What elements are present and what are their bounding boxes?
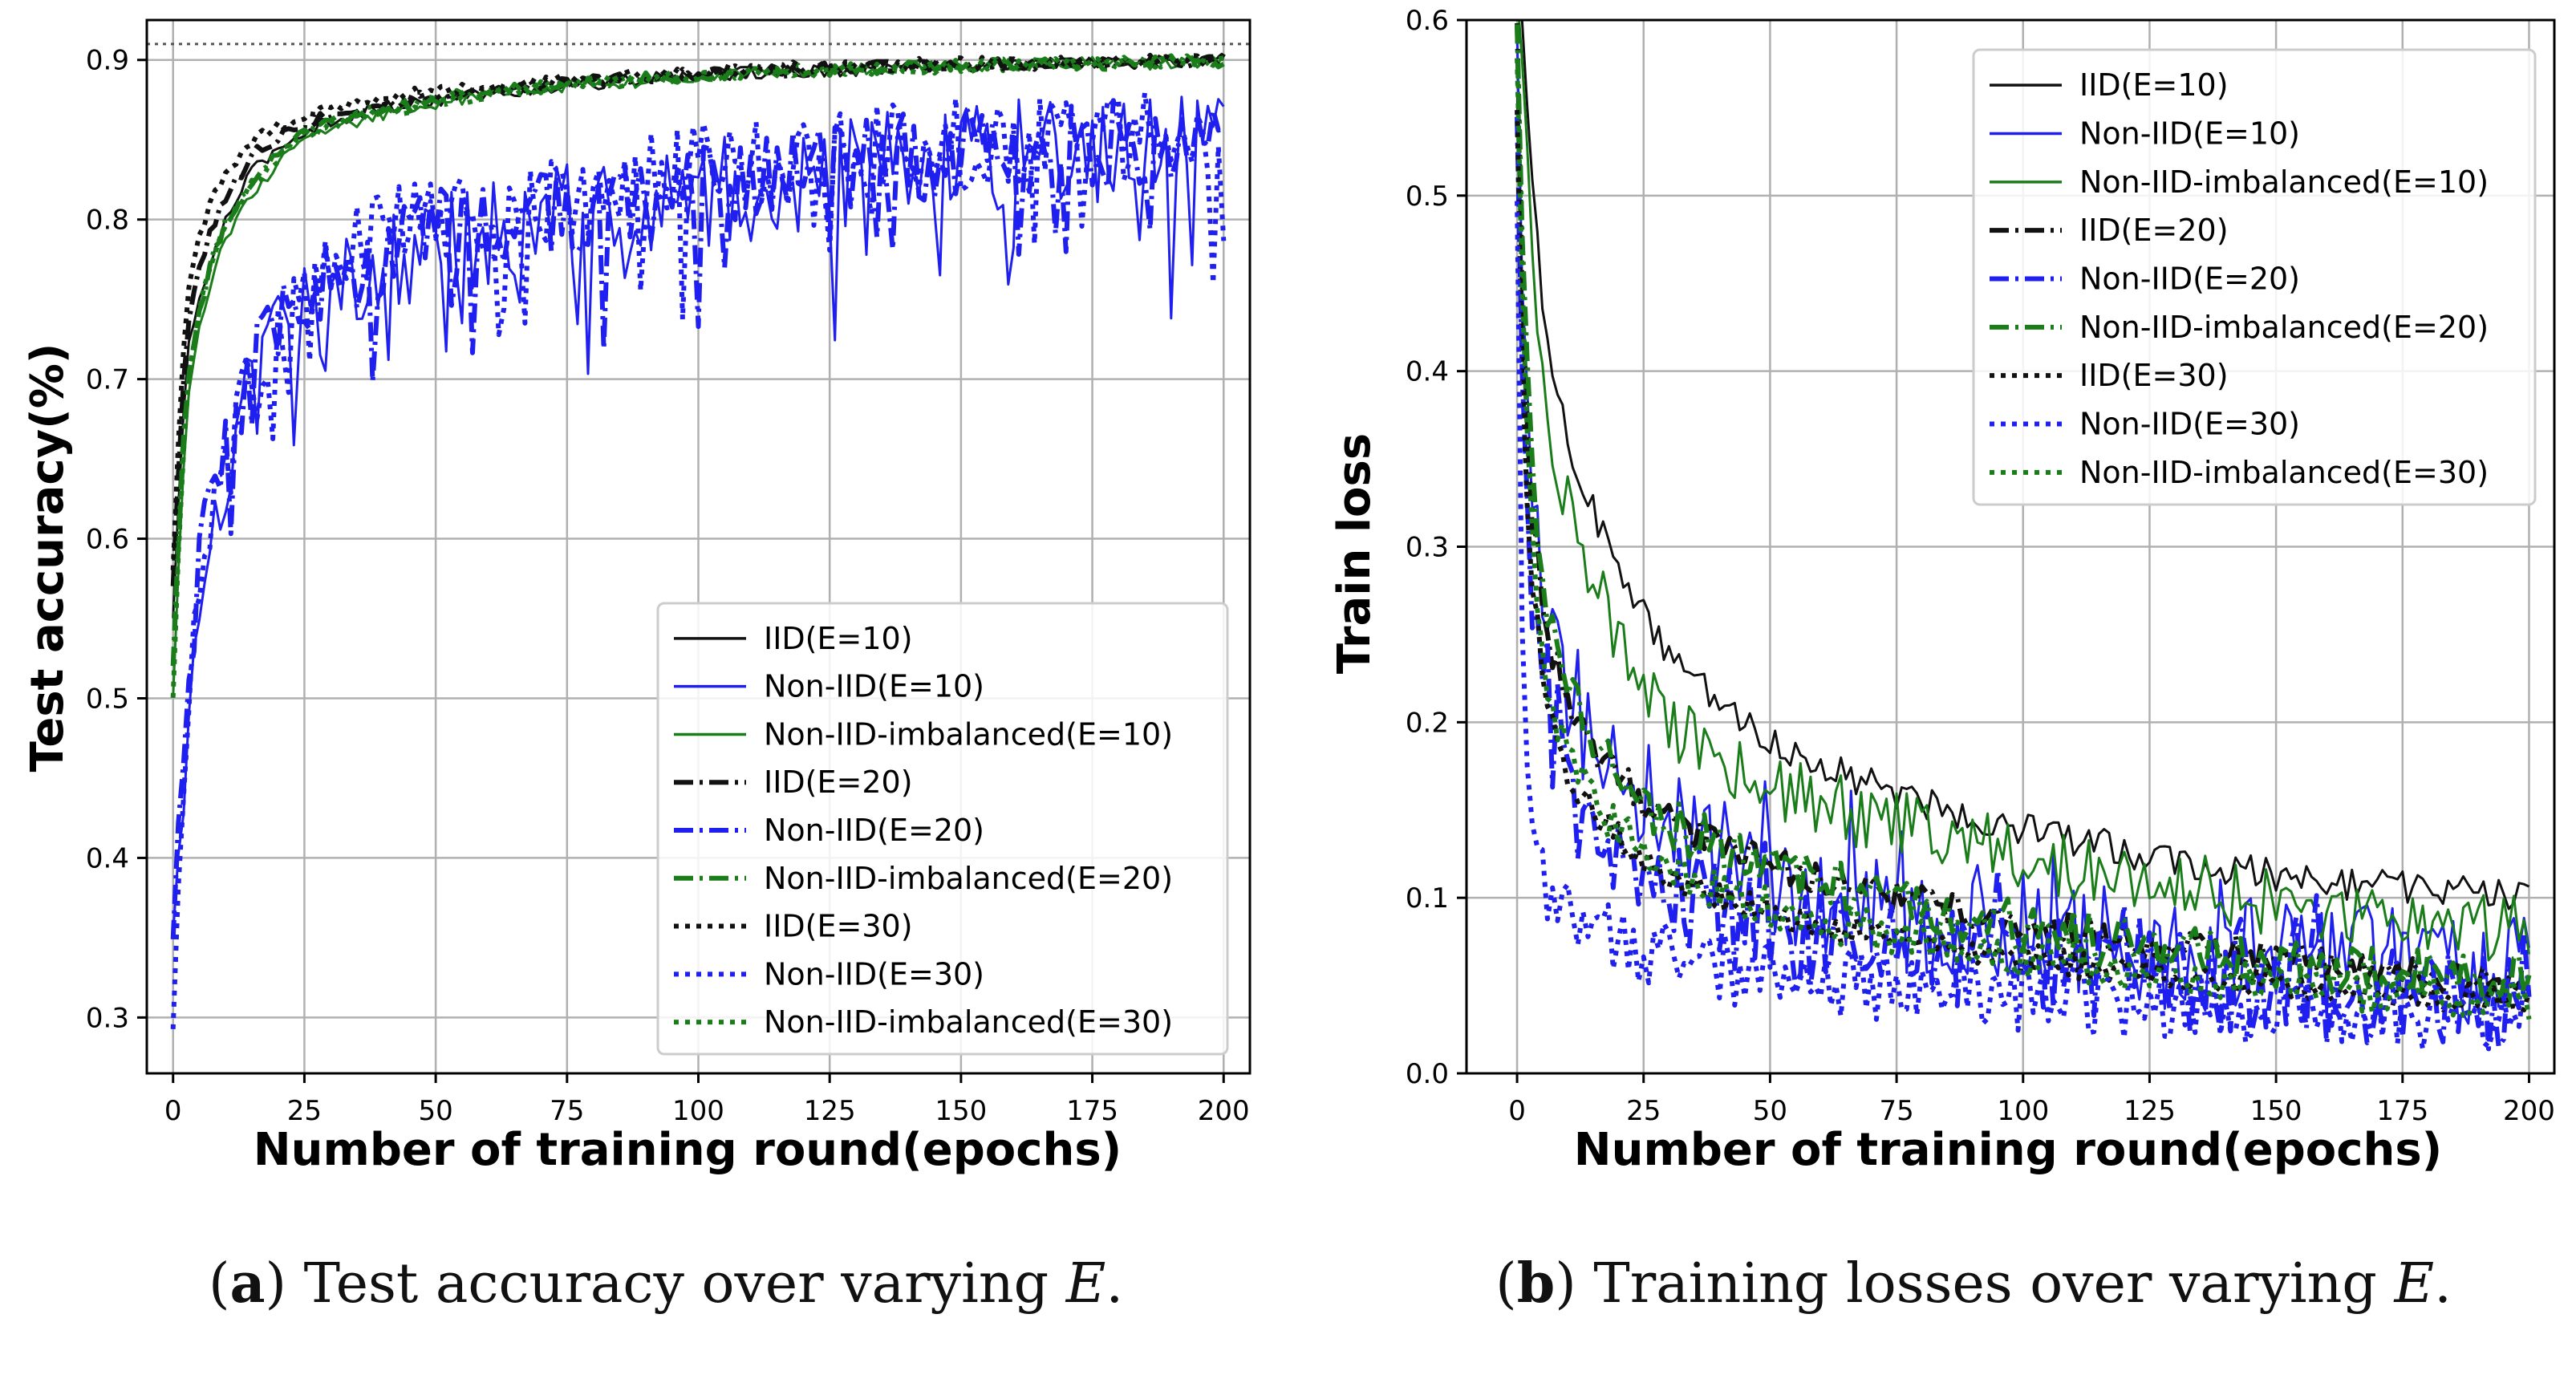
series-non-iid-imbalanced-e-30 <box>170 55 1224 698</box>
y-tick-label-2: 0.5 <box>86 683 129 715</box>
x-axis-label-a: Number of training round(epochs) <box>254 1124 1122 1176</box>
legend-box <box>656 602 1229 1056</box>
x-axis-label-b: Number of training round(epochs) <box>1574 1124 2443 1176</box>
legend-label-non-iid-imbalanced-e-20: Non-IID-imbalanced(E=20) <box>2079 310 2489 345</box>
legend-label-non-iid-e-20: Non-IID(E=20) <box>2079 262 2300 297</box>
series-iid-e-20 <box>1515 22 2531 1000</box>
x-tick-label-6: 150 <box>2250 1095 2302 1127</box>
legend-label-iid-e-30: IID(E=30) <box>764 909 913 944</box>
legend-label-non-iid-e-30: Non-IID(E=30) <box>2079 407 2300 442</box>
caption-b: (b) Training losses over varying E. <box>1495 1251 2452 1316</box>
legend-label-iid-e-10: IID(E=10) <box>2079 67 2229 103</box>
legend-label-non-iid-imbalanced-e-20: Non-IID-imbalanced(E=20) <box>764 861 1173 896</box>
x-tick-label-4: 100 <box>672 1095 724 1127</box>
y-tick-label-1: 0.4 <box>86 842 129 874</box>
y-ticks-b: 0.0 0.1 0.2 0.3 0.4 0.5 0.6 <box>1406 5 1466 1090</box>
x-tick-label-2: 50 <box>1753 1095 1787 1127</box>
x-tick-label-3: 75 <box>1879 1095 1913 1127</box>
y-tick-label-4: 0.7 <box>86 364 129 396</box>
y-tick-label-4: 0.4 <box>1406 356 1449 388</box>
x-tick-label-1: 25 <box>1626 1095 1661 1127</box>
x-tick-label-0: 0 <box>164 1095 182 1127</box>
x-tick-label-7: 175 <box>2376 1095 2428 1127</box>
series-non-iid-imbalanced-e-10 <box>1518 20 2530 962</box>
y-tick-label-2: 0.2 <box>1406 707 1449 739</box>
series-non-iid-e-20 <box>170 98 1225 940</box>
x-tick-label-2: 50 <box>418 1095 452 1127</box>
legend-label-iid-e-20: IID(E=20) <box>2079 213 2229 248</box>
x-tick-label-1: 25 <box>287 1095 322 1127</box>
chart-train-loss: 0 25 50 75 100 125 150 175 200 0.00.10.20.30.40.… <box>1329 5 2556 1176</box>
x-tick-label-5: 125 <box>804 1095 856 1127</box>
x-tick-label-8: 200 <box>2503 1095 2555 1127</box>
legend-label-non-iid-e-30: Non-IID(E=30) <box>764 956 984 992</box>
y-tick-label-5: 0.8 <box>86 205 129 237</box>
caption-a: (a) Test accuracy over varying E. <box>208 1251 1124 1316</box>
legend-label-non-iid-imbalanced-e-30: Non-IID-imbalanced(E=30) <box>764 1004 1173 1040</box>
x-tick-label-0: 0 <box>1508 1095 1526 1127</box>
x-tick-label-7: 175 <box>1066 1095 1118 1127</box>
legend-box <box>1972 48 2537 506</box>
legend-label-iid-e-30: IID(E=30) <box>2079 358 2229 393</box>
y-tick-label-0: 0.3 <box>86 1002 129 1034</box>
series-lines-b <box>1515 20 2532 1052</box>
legend-label-non-iid-e-10: Non-IID(E=10) <box>2079 116 2300 152</box>
legend-a: IID(E=10) Non-IID(E=10) Non-IID-imbalanced… <box>656 602 1229 1056</box>
x-tick-label-8: 200 <box>1198 1095 1250 1127</box>
y-tick-label-6: 0.6 <box>1406 5 1449 37</box>
x-tick-label-5: 125 <box>2124 1095 2176 1127</box>
legend-label-non-iid-imbalanced-e-30: Non-IID-imbalanced(E=30) <box>2079 455 2489 490</box>
x-tick-label-6: 150 <box>935 1095 987 1127</box>
y-tick-label-0: 0.0 <box>1406 1058 1449 1090</box>
x-tick-label-3: 75 <box>550 1095 584 1127</box>
legend-label-non-iid-e-20: Non-IID(E=20) <box>764 813 984 848</box>
series-iid-e-10 <box>1520 20 2530 911</box>
y-tick-label-1: 0.1 <box>1406 882 1449 915</box>
chart-test-accuracy: 0 25 50 75 100 125 150 175 200 0.30.40.50.60.70.… <box>22 18 1251 1176</box>
legend-b: IID(E=10) Non-IID(E=10) Non-IID-imbalanced… <box>1972 48 2537 506</box>
y-tick-label-3: 0.6 <box>86 524 129 556</box>
y-ticks-a: 0.3 0.4 0.5 0.6 0.7 0.8 0.9 <box>86 45 147 1034</box>
y-axis-label-a: Test accuracy(%) <box>22 343 74 773</box>
legend-label-non-iid-e-10: Non-IID(E=10) <box>764 669 984 704</box>
x-tick-label-4: 100 <box>1997 1095 2049 1127</box>
legend-label-iid-e-10: IID(E=10) <box>764 621 913 656</box>
y-tick-label-5: 0.5 <box>1406 180 1449 213</box>
series-lines-a <box>170 51 1227 1030</box>
legend-label-non-iid-imbalanced-e-10: Non-IID-imbalanced(E=10) <box>2079 164 2489 200</box>
y-axis-label-b: Train loss <box>1329 433 1381 674</box>
y-tick-label-3: 0.3 <box>1406 532 1449 564</box>
legend-label-iid-e-20: IID(E=20) <box>764 765 913 800</box>
x-ticks-a: 0 25 50 75 100 125 150 175 200 <box>164 1073 1250 1127</box>
legend-label-non-iid-imbalanced-e-10: Non-IID-imbalanced(E=10) <box>764 716 1173 752</box>
series-non-iid-imbalanced-e-30 <box>1515 58 2532 1020</box>
y-tick-label-6: 0.9 <box>86 45 129 77</box>
x-ticks-b: 0 25 50 75 100 125 150 175 200 <box>1508 1073 2555 1127</box>
